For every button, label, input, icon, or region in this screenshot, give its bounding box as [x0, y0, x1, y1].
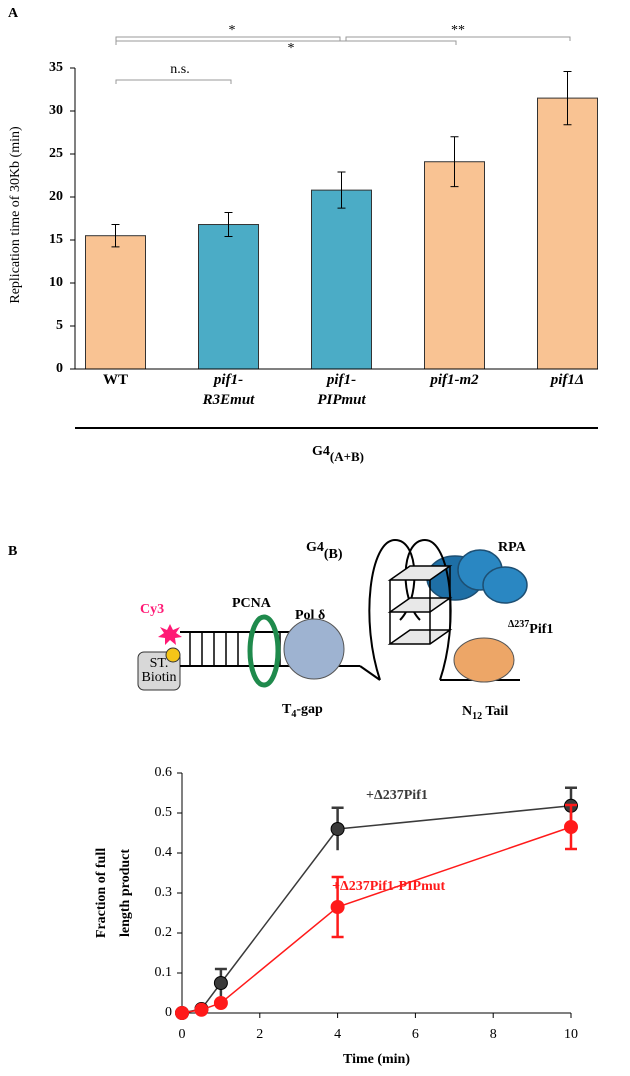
pcna-ring: [247, 614, 281, 688]
group-main: G4: [312, 444, 330, 459]
gap-main: T: [282, 702, 292, 717]
y-label: length product: [118, 849, 133, 937]
pif1-main: Pif1: [529, 622, 553, 637]
x-tick-label: pif1Δ: [550, 372, 585, 388]
x-tick-label: pif1- R3Emut: [202, 372, 255, 408]
tail-sub: 12: [472, 711, 482, 722]
panel-label: B: [8, 544, 17, 559]
x-tick-label: pif1-m2: [430, 372, 479, 388]
group-sub: (A+B): [330, 449, 364, 464]
g4-label: G4(B): [306, 540, 343, 562]
point: [213, 976, 228, 990]
legend-label: +Δ237Pif1: [366, 788, 428, 803]
group-label: G4(A+B): [312, 444, 364, 464]
g4-structure: [368, 538, 453, 681]
y-tick-label: 15: [49, 232, 63, 247]
gap-rest: -gap: [296, 702, 323, 717]
x-tick-label: 4: [334, 1027, 341, 1042]
panel-label: A: [8, 6, 19, 21]
x-tick-label: 6: [412, 1027, 419, 1042]
y-tick-label: 0.3: [155, 885, 173, 900]
bar: [85, 235, 146, 370]
tail-label: N12 Tail: [462, 704, 508, 722]
pif1-label: Δ237Pif1: [508, 619, 553, 637]
x-tick-label: pif1- PIPmut: [317, 372, 366, 408]
annotation: **: [451, 23, 465, 38]
y-tick-label: 0.4: [155, 845, 173, 860]
x-tick-label: 10: [564, 1027, 578, 1042]
gap-label: T4-gap: [282, 702, 323, 720]
cy3-label: Cy3: [140, 602, 164, 617]
point: [194, 1002, 209, 1017]
annotation: *: [229, 23, 236, 38]
y-tick-label: 25: [49, 146, 63, 161]
tail-rest: Tail: [482, 704, 508, 719]
point: [213, 996, 228, 1010]
y-tick-label: 5: [56, 318, 63, 333]
series-line: [181, 805, 572, 1014]
legend-label: +Δ237Pif1-PIPmut: [332, 879, 446, 894]
g4-main: G4: [306, 540, 324, 555]
y-tick-label: 0: [165, 1005, 172, 1020]
error-bar: [111, 224, 120, 248]
biotin-label: ST.: [150, 656, 169, 671]
x-tick-label: 8: [490, 1027, 497, 1042]
series-line: [181, 826, 572, 1014]
x-tick-label: 2: [256, 1027, 263, 1042]
pcna-label: PCNA: [232, 596, 272, 611]
cy3-star: [158, 624, 182, 645]
annotation: *: [288, 41, 295, 56]
y-tick-label: 30: [49, 103, 63, 118]
gap-sub: 4: [291, 709, 296, 720]
bar: [198, 224, 259, 370]
brackets: [115, 36, 571, 84]
pif1-shape: [453, 637, 515, 683]
y-tick-label: 10: [49, 275, 63, 290]
x-label: Time (min): [343, 1052, 410, 1067]
point: [564, 820, 578, 834]
y-tick-label: 0: [56, 361, 63, 376]
y-label: Fraction of full: [94, 848, 109, 938]
y-tick-label: 0.1: [155, 965, 173, 980]
pif1-sup: Δ237: [508, 619, 529, 630]
biotin-label: Biotin: [141, 670, 176, 685]
biotin-dot: [165, 647, 181, 663]
y-label: Replication time of 30Kb (min): [8, 126, 23, 304]
point: [330, 822, 345, 836]
point: [175, 1006, 189, 1020]
error-bar: [224, 211, 233, 238]
error-bar: [563, 70, 572, 126]
tail-main: N: [462, 704, 472, 719]
y-tick-label: 0.5: [155, 805, 173, 820]
y-tick-label: 35: [49, 60, 63, 75]
pol-shape: [283, 618, 345, 680]
g4-sub: (B): [324, 547, 343, 562]
y-tick-label: 20: [49, 189, 63, 204]
point: [330, 900, 345, 914]
y-tick-label: 0.6: [155, 765, 173, 780]
annotation: n.s.: [170, 62, 189, 77]
x-tick-label: 0: [179, 1027, 186, 1042]
bar: [311, 189, 372, 370]
error-bar: [337, 171, 346, 209]
bar: [537, 97, 598, 370]
y-tick-label: 0.2: [155, 925, 173, 940]
x-tick-label: WT: [102, 372, 128, 388]
bar: [424, 161, 485, 370]
rpa-label: RPA: [498, 540, 527, 555]
error-bar: [450, 136, 459, 188]
